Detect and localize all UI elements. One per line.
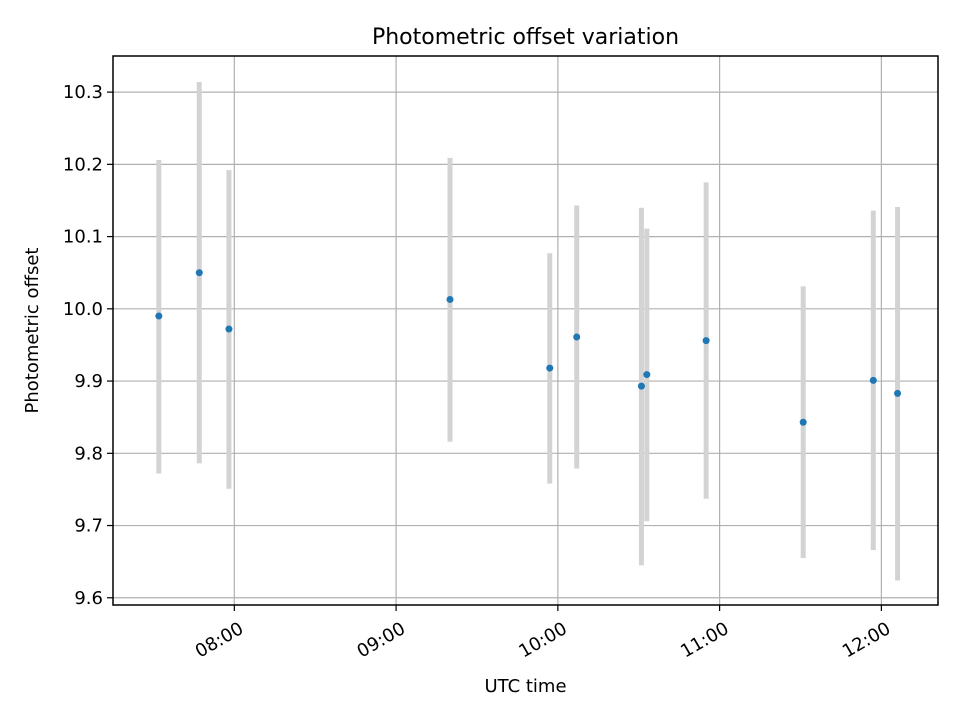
data-point: [799, 418, 807, 426]
y-axis-ticks: 9.6 9.7 9.8 9.9 10.0 10.1 10.2 10.3: [63, 82, 113, 609]
x-tick-label: 08:00: [192, 618, 247, 662]
chart-title: Photometric offset variation: [372, 25, 679, 50]
y-tick-label: 10.2: [63, 154, 103, 175]
y-tick-label: 9.7: [74, 516, 103, 537]
x-axis-ticks: 08:00 09:00 10:00 11:00 12:00: [192, 605, 894, 662]
data-point: [702, 337, 710, 345]
data-point: [573, 333, 581, 341]
y-axis-label: Photometric offset: [22, 248, 43, 414]
y-tick-label: 9.9: [74, 371, 103, 392]
y-tick-label: 10.3: [63, 82, 103, 103]
grid-lines: [113, 56, 938, 605]
plot-area-frame: [112, 55, 939, 606]
data-point: [546, 364, 554, 372]
data-point: [446, 295, 454, 303]
data-point: [643, 371, 651, 379]
y-tick-label: 10.1: [63, 227, 103, 248]
x-tick-label: 12:00: [839, 618, 894, 662]
y-tick-label: 9.6: [74, 588, 103, 609]
data-point: [869, 376, 877, 384]
data-point: [195, 269, 203, 277]
x-tick-label: 11:00: [677, 618, 732, 662]
data-point: [225, 325, 233, 333]
data-point: [894, 389, 902, 397]
x-axis-label: UTC time: [484, 676, 566, 697]
y-tick-label: 10.0: [63, 299, 103, 320]
y-tick-label: 9.8: [74, 443, 103, 464]
data-points: [155, 269, 902, 426]
x-tick-label: 10:00: [515, 618, 570, 662]
data-point: [155, 312, 163, 320]
error-bars: [156, 82, 901, 581]
x-tick-label: 09:00: [354, 618, 409, 662]
data-point: [637, 382, 645, 390]
